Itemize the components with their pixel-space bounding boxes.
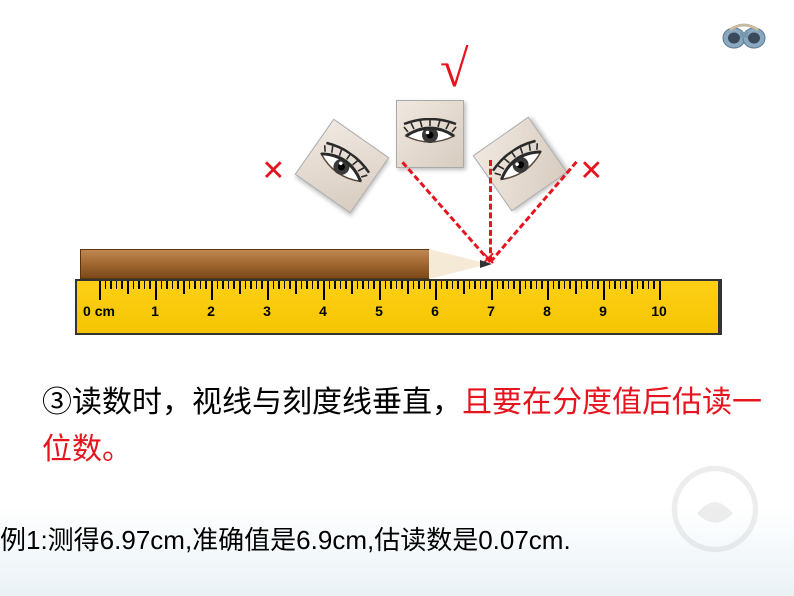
pencil-body [80, 249, 430, 279]
eye-1 [295, 119, 390, 214]
checkmark: √ [440, 40, 469, 99]
tick-label-0: 0 cm [83, 303, 115, 319]
instruction-text: ③读数时，视线与刻度线垂直，且要在分度值后估读一位数。 [42, 380, 762, 473]
ruler-ticks: 0 cm 1 2 3 4 5 6 7 8 9 10 [77, 281, 718, 333]
cross-right: × [580, 146, 603, 193]
tick-label-5: 5 [375, 303, 383, 319]
slide: √ × × × 0 cm12345678910 ③读数时，视线与刻度线垂直，且要… [0, 0, 794, 596]
tick-label-4: 4 [319, 303, 327, 319]
instruction-part1: 读数时，视线与刻度线垂直， [72, 386, 462, 419]
sightline-1 [401, 161, 491, 263]
ruler-right-edge [718, 279, 722, 335]
tick-label-10: 10 [651, 303, 667, 319]
cross-left: × [262, 146, 285, 193]
watermark-icon [670, 464, 760, 554]
tick-label-7: 7 [487, 303, 495, 319]
pencil-lead [480, 260, 492, 268]
example-text: 例1:测得6.97cm,准确值是6.9cm,估读数是0.07cm. [0, 520, 571, 557]
tick-label-8: 8 [543, 303, 551, 319]
number-circled: ③ [42, 386, 72, 419]
tick-label-3: 3 [263, 303, 271, 319]
tick-label-6: 6 [431, 303, 439, 319]
eye-3 [473, 117, 568, 212]
tick-label-9: 9 [599, 303, 607, 319]
binoculars-icon [720, 18, 768, 50]
eye-2 [396, 100, 464, 168]
tick-label-2: 2 [207, 303, 215, 319]
ruler: 0 cm 1 2 3 4 5 6 7 8 9 10 [75, 279, 720, 335]
tick-label-1: 1 [151, 303, 159, 319]
